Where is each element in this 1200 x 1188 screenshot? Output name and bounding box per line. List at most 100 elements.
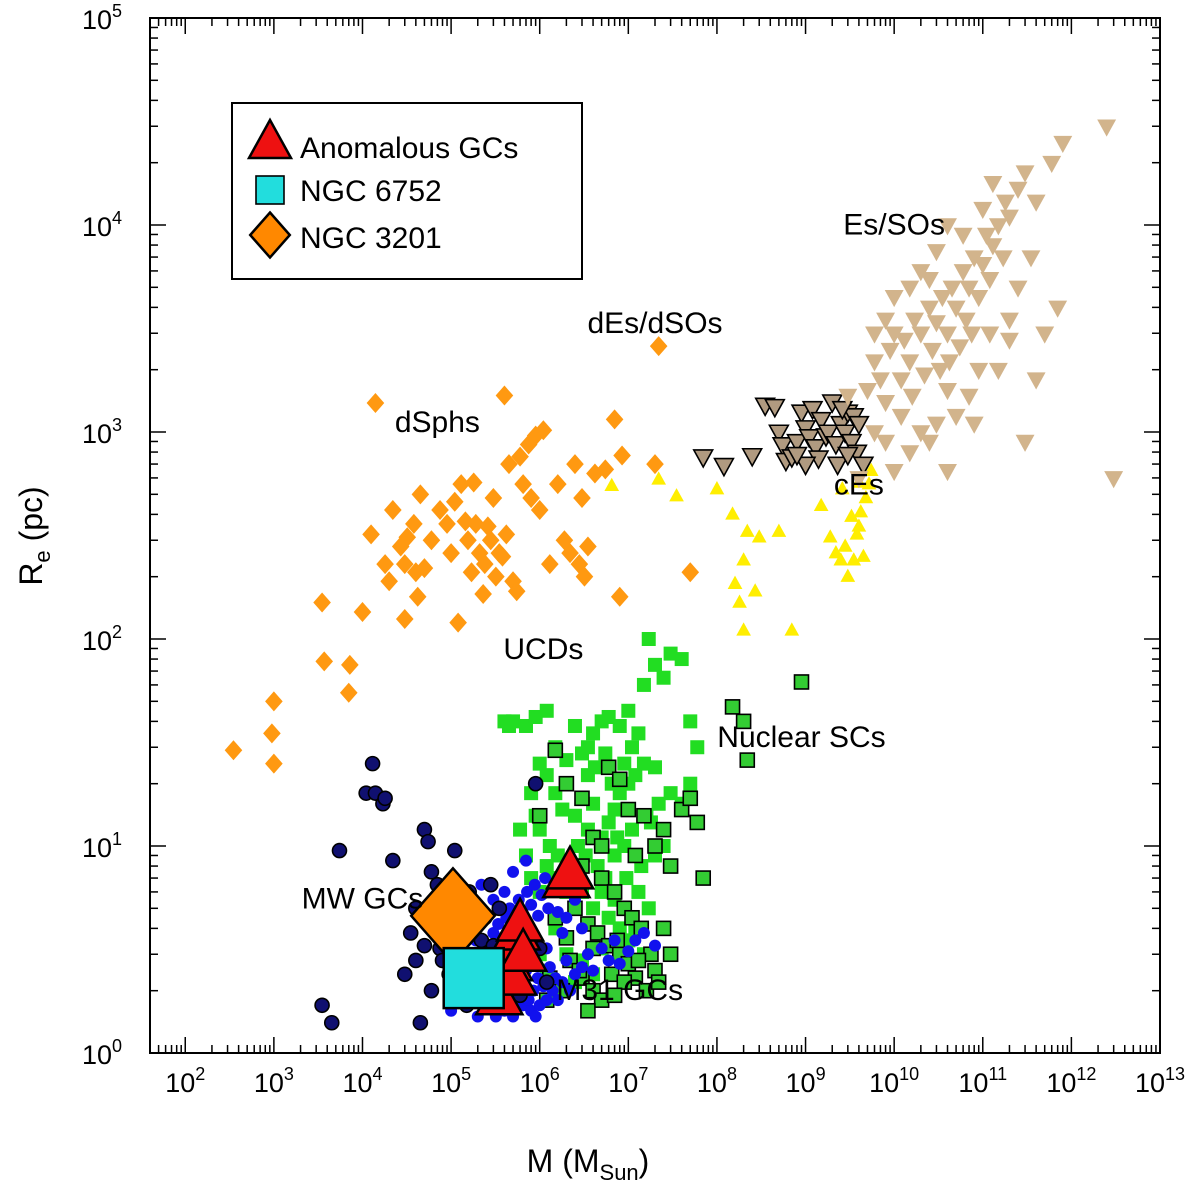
data-point-es bbox=[1015, 165, 1035, 183]
data-point-es bbox=[891, 372, 911, 390]
data-point-yellow bbox=[651, 471, 667, 485]
data-point-mwgc bbox=[527, 775, 544, 792]
data-point-ucd bbox=[641, 901, 656, 916]
legend-markers bbox=[246, 117, 294, 260]
data-point-es bbox=[911, 425, 931, 443]
data-point-es bbox=[938, 382, 957, 401]
data-point-nsc bbox=[724, 699, 741, 715]
data-point-m31gc bbox=[587, 964, 600, 977]
data-point-mwgc bbox=[364, 755, 381, 772]
annotation-label: dEs/dSOs bbox=[587, 307, 722, 340]
data-point-nsc bbox=[739, 752, 756, 768]
data-point-ucd bbox=[612, 718, 627, 733]
data-point-dsph bbox=[475, 554, 494, 575]
data-point-nsc bbox=[611, 771, 628, 788]
data-point-es bbox=[946, 300, 966, 318]
data-point-dsph bbox=[487, 566, 505, 587]
data-point-mwgc bbox=[423, 982, 440, 999]
data-point-ucd bbox=[506, 714, 521, 729]
data-point-es bbox=[926, 315, 946, 333]
data-point-ucd bbox=[580, 740, 595, 755]
data-point-es bbox=[1042, 155, 1062, 174]
data-point-es bbox=[950, 339, 970, 357]
data-point-dEs bbox=[852, 456, 875, 477]
data-point-es bbox=[891, 408, 911, 426]
data-point-dsph bbox=[405, 513, 423, 534]
legend: Anomalous GCs NGC 6752 NGC 3201 bbox=[231, 102, 583, 280]
series-es bbox=[838, 119, 1124, 489]
data-point-nsc bbox=[603, 966, 620, 983]
data-point-yellow bbox=[739, 523, 755, 537]
data-point-es bbox=[858, 382, 877, 401]
data-point-es bbox=[865, 425, 884, 443]
data-point-dsph bbox=[459, 530, 477, 551]
data-point-es bbox=[1021, 250, 1041, 268]
data-point-ucd bbox=[624, 740, 639, 755]
data-point-dsph bbox=[263, 723, 281, 744]
data-point-es bbox=[959, 280, 979, 298]
data-point-nsc bbox=[689, 814, 706, 831]
data-point-nsc bbox=[531, 807, 548, 824]
data-point-yellow bbox=[853, 504, 869, 518]
data-point-es bbox=[973, 201, 993, 219]
data-point-dEs bbox=[741, 447, 764, 468]
data-point-es bbox=[956, 312, 976, 330]
data-point-es bbox=[865, 354, 884, 372]
data-point-mwgc bbox=[396, 966, 413, 983]
data-point-es bbox=[939, 354, 959, 372]
legend-frame bbox=[231, 102, 583, 280]
data-point-es bbox=[983, 175, 1003, 194]
data-point-dEs bbox=[825, 435, 847, 456]
data-point-m31gc bbox=[575, 922, 588, 935]
data-point-dsph bbox=[497, 524, 516, 545]
data-point-dsph bbox=[579, 536, 597, 557]
data-point-ngc6752 bbox=[442, 946, 505, 1010]
data-point-m31gc bbox=[540, 994, 553, 1007]
data-point-es bbox=[1026, 372, 1046, 390]
data-point-dEs bbox=[764, 398, 786, 419]
data-point-es bbox=[938, 326, 957, 344]
data-point-m31gc bbox=[525, 898, 538, 911]
data-point-dsph bbox=[493, 546, 512, 567]
data-point-es bbox=[953, 227, 973, 245]
data-point-m31gc bbox=[560, 954, 573, 967]
data-point-ucd bbox=[610, 830, 625, 845]
x-tick-label: 1012 bbox=[1046, 1064, 1096, 1098]
data-point-es bbox=[964, 250, 984, 268]
data-point-es bbox=[900, 280, 920, 298]
data-point-ucd bbox=[586, 726, 601, 741]
data-point-es bbox=[838, 388, 858, 406]
data-point-dsph bbox=[415, 558, 434, 579]
data-point-ucd bbox=[663, 786, 678, 801]
data-point-anomalous bbox=[497, 926, 549, 972]
data-point-yellow bbox=[784, 622, 800, 636]
series-ngc6752 bbox=[442, 946, 505, 1010]
data-point-m31gc bbox=[556, 926, 569, 939]
data-point-es bbox=[905, 312, 925, 330]
data-point-es bbox=[919, 271, 939, 290]
annotation-label: dSphs bbox=[395, 406, 480, 439]
data-point-nsc bbox=[735, 713, 752, 730]
data-point-ucd bbox=[532, 822, 547, 837]
data-point-es bbox=[894, 332, 914, 350]
data-point-yellow bbox=[849, 526, 865, 540]
data-point-m31gc bbox=[551, 994, 564, 1007]
data-point-dsph bbox=[519, 434, 538, 455]
data-point-es bbox=[900, 445, 920, 463]
x-tick-labels: 102 103 104 105 106 107 108 109 1010 1011 1012 1013 bbox=[165, 1064, 1185, 1098]
x-tick-label: 109 bbox=[786, 1064, 826, 1098]
data-point-ucd bbox=[656, 670, 671, 685]
data-point-dsph bbox=[452, 474, 470, 495]
legend-marker-diamond bbox=[248, 210, 292, 260]
data-point-dsph bbox=[573, 487, 591, 508]
data-point-m31gc bbox=[608, 934, 621, 947]
annotation-label: Es/SOs bbox=[843, 208, 945, 241]
data-point-ucd bbox=[586, 901, 601, 916]
data-point-dsph bbox=[481, 530, 500, 551]
data-point-es bbox=[926, 416, 946, 434]
data-point-dsph bbox=[408, 586, 427, 607]
data-point-dsph bbox=[353, 602, 372, 623]
data-point-es bbox=[969, 362, 989, 381]
data-point-dsph bbox=[479, 516, 497, 537]
data-point-es bbox=[911, 326, 931, 344]
